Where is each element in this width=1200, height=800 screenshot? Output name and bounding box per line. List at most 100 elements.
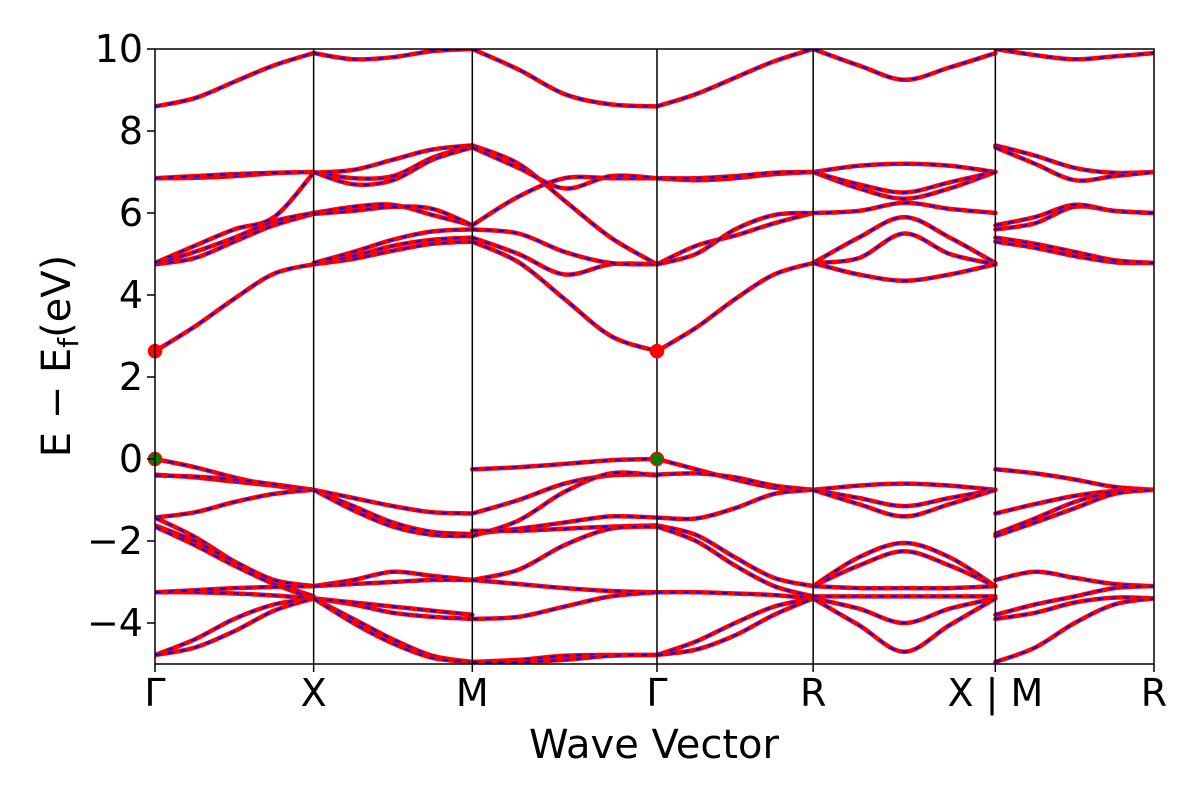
band-dash-X-M-12 [313,570,473,588]
band-dash-M-R-10 [995,488,1154,538]
band-dash-M-Γ-1 [471,236,658,276]
band-dash-R-X-15 [813,585,996,590]
band-dash-Γ-R-7 [656,472,814,491]
y-tick-label: 10 [95,27,143,71]
band-dash-M-Γ-13 [472,579,658,594]
band-dash-R-X-13 [812,597,996,625]
band-line-Γ-R-8 [654,487,816,522]
band-dash-X-M-8 [313,49,473,61]
band-line-M-R-11 [993,569,1154,589]
band-dash-Γ-X-6 [155,52,314,108]
y-tick-label: 0 [119,437,143,481]
band-dash-M-Γ-16 [472,654,658,664]
y-axis-title-main: E − E [34,348,80,458]
band-dash-M-Γ-6 [471,49,658,108]
band-line-R-X-7 [810,49,998,83]
band-dash-X-M-13 [313,578,473,588]
band-dash-M-R-1 [995,236,1154,264]
band-dash-X-M-9 [313,488,473,515]
band-dash-R-X-10 [812,488,996,518]
band-dash-M-R-9 [995,488,1154,535]
band-line-Γ-X-0 [155,262,316,354]
bands-layer [155,49,1154,664]
band-line-M-Γ-10 [470,470,660,539]
band-dash-M-Γ-4 [471,144,658,266]
band-line-M-Γ-6 [470,49,660,109]
band-line-R-X-13 [810,596,998,626]
band-dash-R-X-2 [812,262,996,282]
x-tick-label: M [456,671,489,715]
band-dash-R-X-0 [812,216,996,264]
band-dash-Γ-X-13 [155,525,314,600]
x-axis-title: Wave Vector [529,722,780,768]
y-axis-title: E − Ef(eV) [34,255,85,458]
band-dash-Γ-X-10 [155,488,314,519]
band-line-Γ-X-6 [155,50,316,109]
band-dash-Γ-R-8 [656,488,814,521]
plot-frame [154,48,1155,665]
band-dash-M-Γ-2 [472,228,658,266]
y-tick-label: −2 [87,519,143,563]
band-line-R-X-0 [810,214,998,266]
band-line-M-Γ-1 [470,235,660,277]
y-tick-label: 2 [119,355,143,399]
y-tick-label: −4 [87,601,143,645]
band-dash-M-Γ-3 [471,175,657,227]
x-axis: Γ X M Γ R X | M R [144,664,1167,716]
x-tick-label: Γ [144,671,165,715]
band-line-M-R-1 [993,235,1154,266]
band-dash-X-M-10 [313,488,473,535]
y-axis: −4 −2 0 2 4 6 8 10 [87,27,155,645]
band-dash-Γ-R-1 [656,212,814,266]
band-line-M-Γ-0 [470,239,660,354]
band-dash-Γ-R-12 [656,597,814,656]
x-tick-label: X | M [947,671,1043,716]
band-dash-R-X-7 [812,49,996,81]
band-dash-M-Γ-12 [472,525,658,581]
band-dash-Γ-X-9 [155,474,314,491]
band-dash-X-M-11 [313,488,473,538]
band-dash-Γ-X-1 [155,212,314,266]
band-dash-R-X-3 [813,201,996,214]
band-dash-R-X-12 [812,550,996,588]
band-dash-R-X-14 [812,597,996,653]
band-dash-X-M-5 [313,144,473,180]
band-dash-M-R-12 [995,585,1154,616]
band-dash-Γ-R-11 [656,591,814,600]
y-axis-title-unit: (eV) [34,255,80,338]
band-dash-M-R-6 [995,49,1154,61]
x-tick-label: R [800,671,826,715]
band-dash-X-M-6 [313,144,473,174]
band-dash-X-M-4 [313,205,473,227]
band-dash-X-M-15 [313,597,473,616]
band-dash-Γ-X-17 [155,597,314,656]
band-dash-Γ-X-12 [155,524,314,588]
band-line-R-X-11 [810,540,998,589]
band-dash-Γ-X-0 [155,263,314,353]
band-dash-R-X-9 [812,488,996,508]
band-dash-Γ-X-15 [155,585,314,594]
band-dash-M-R-14 [995,597,1154,663]
band-dash-Γ-X-11 [155,516,314,598]
band-dash-Γ-R-5 [656,49,814,108]
band-dash-M-Γ-11 [472,524,658,532]
x-tick-label: X [301,671,327,715]
x-tick-label: Γ [646,671,667,715]
band-line-Γ-R-1 [654,210,816,267]
band-dash-X-M-17 [313,597,473,663]
vbm-marker-1 [649,451,665,467]
band-dash-M-R-5 [995,146,1154,182]
band-dash-R-X-6 [812,171,996,194]
band-line-R-X-2 [810,260,998,283]
cbm-marker-1 [649,343,665,359]
band-dash-M-R-3 [995,203,1154,227]
y-axis-title-subscript: f [52,337,85,348]
band-dash-Γ-X-5 [155,171,314,180]
band-dash-Γ-X-3 [155,172,315,264]
band-line-Γ-X-10 [155,487,316,520]
band-dash-M-Γ-14 [472,591,658,620]
band-line-Γ-R-10 [654,524,816,599]
y-tick-label: 4 [119,273,143,317]
band-line-Γ-X-12 [155,523,316,589]
